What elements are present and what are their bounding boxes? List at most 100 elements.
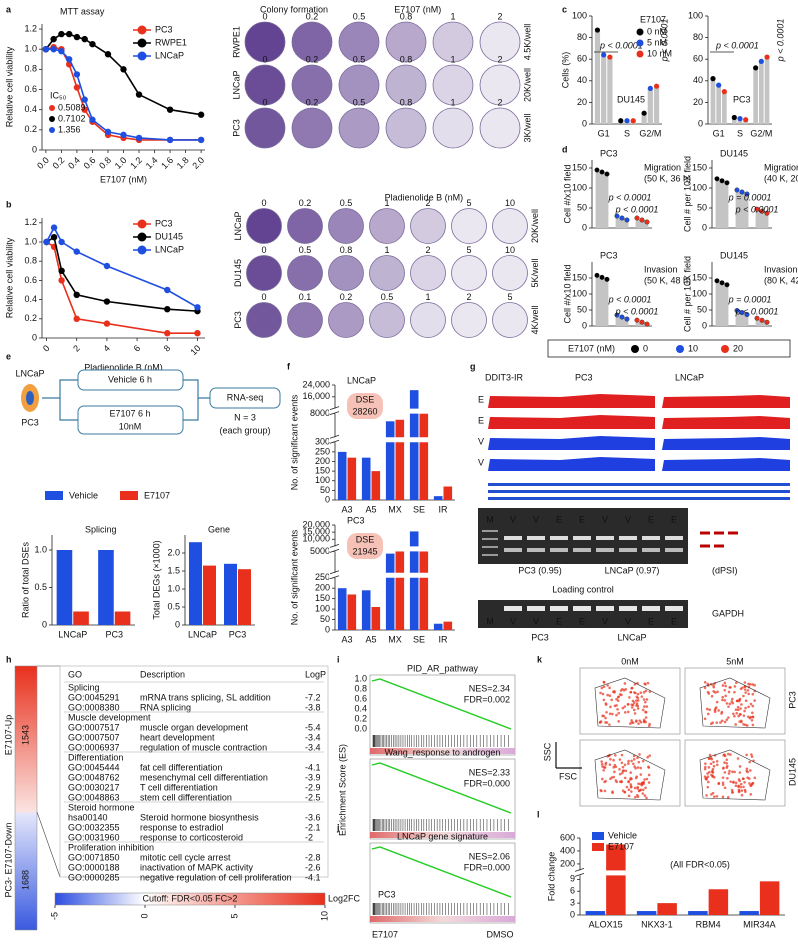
- event: [602, 714, 606, 718]
- event: [647, 724, 651, 728]
- event: [621, 765, 625, 769]
- dose-label: 1: [425, 292, 430, 302]
- gene-label: GAPDH: [712, 608, 744, 618]
- point: [104, 51, 112, 58]
- event: [643, 794, 647, 797]
- dose-label: 2: [466, 292, 471, 302]
- table-cell: GO:0071850: [68, 852, 120, 862]
- cell-label: PC3: [378, 889, 396, 899]
- row-label: LNCaP: [231, 70, 241, 99]
- event: [642, 691, 646, 694]
- p-value: p < 0.0001: [735, 306, 779, 316]
- event: [618, 772, 622, 776]
- band: [619, 536, 637, 540]
- event: [606, 693, 609, 697]
- point: [764, 319, 770, 325]
- event: [646, 681, 650, 685]
- event: [744, 699, 748, 702]
- event: [737, 790, 741, 794]
- event: [739, 785, 743, 789]
- event: [630, 719, 633, 722]
- dose-label: 2: [497, 11, 502, 21]
- event: [609, 757, 612, 761]
- event: [609, 705, 612, 709]
- legend-marker: [49, 105, 55, 111]
- chart-title: Splicing: [85, 524, 117, 534]
- bar: [371, 607, 381, 630]
- panel-title: Loading control: [552, 584, 614, 594]
- dose-label: 0: [262, 97, 267, 107]
- axis-end-label: DMSO: [487, 929, 514, 939]
- event: [745, 769, 749, 773]
- group-label: PC3 (0.95): [518, 565, 562, 575]
- axis-break: [329, 408, 457, 414]
- point: [731, 114, 737, 121]
- event: [744, 706, 747, 710]
- event: [720, 712, 723, 715]
- event: [717, 781, 721, 785]
- event: [604, 763, 607, 766]
- point: [618, 118, 624, 124]
- point: [58, 238, 65, 246]
- bar: [361, 457, 371, 500]
- table-cell: RNA splicing: [140, 702, 191, 712]
- well: [410, 302, 446, 338]
- dose-label: 5: [507, 292, 512, 302]
- event: [747, 682, 750, 686]
- event: [637, 782, 640, 786]
- x-tick-label: MX: [388, 634, 402, 644]
- table-cell: hsa00140: [68, 812, 108, 822]
- band: [665, 548, 683, 552]
- bar: [385, 421, 395, 500]
- well: [291, 64, 333, 106]
- point: [120, 66, 127, 73]
- panel-title: E7107 (nM): [394, 4, 441, 14]
- x-tick-label: NKX3-1: [641, 919, 673, 929]
- dose-label: 1: [384, 198, 389, 208]
- lane-label: V: [510, 616, 516, 626]
- y-axis-title: Enrichment Score (ES): [337, 744, 347, 836]
- event: [617, 711, 621, 715]
- bar: [755, 320, 769, 326]
- event: [742, 777, 745, 781]
- event: [737, 785, 740, 788]
- y-tick-label: 1.5: [167, 565, 180, 575]
- event: [710, 793, 713, 796]
- event: [627, 759, 630, 763]
- plot-frame: [369, 674, 516, 756]
- event: [726, 796, 730, 799]
- event: [600, 760, 603, 763]
- event: [629, 771, 633, 774]
- event: [602, 768, 605, 772]
- annotation: DU145: [617, 94, 645, 104]
- event: [611, 712, 614, 716]
- event: [750, 753, 753, 756]
- badge: [347, 533, 383, 559]
- y-tick-label: 300: [315, 437, 330, 447]
- y-tick-label: 100: [692, 288, 707, 298]
- bar: [722, 91, 727, 124]
- event: [743, 780, 746, 784]
- event: [748, 782, 751, 785]
- event: [636, 707, 640, 710]
- x-tick-label: A3: [341, 504, 352, 514]
- y-tick-label: 1.2: [24, 23, 37, 33]
- break-mark: [329, 570, 340, 575]
- dose-label: 0: [261, 245, 266, 255]
- event: [645, 777, 649, 781]
- p-value: p < 0.0001: [608, 294, 652, 304]
- well: [244, 64, 286, 106]
- event: [753, 684, 756, 687]
- event: [630, 759, 633, 763]
- band: [482, 546, 498, 548]
- table-cell: response to corticosteroid: [140, 832, 243, 842]
- dose-label: 0.5: [299, 245, 312, 255]
- y-tick-label: 0: [32, 144, 37, 154]
- event: [648, 754, 652, 757]
- es-curve: [371, 678, 512, 730]
- dose-label: 5: [466, 245, 471, 255]
- point: [653, 83, 660, 89]
- point: [619, 215, 625, 221]
- event: [712, 690, 715, 693]
- event: [613, 770, 616, 774]
